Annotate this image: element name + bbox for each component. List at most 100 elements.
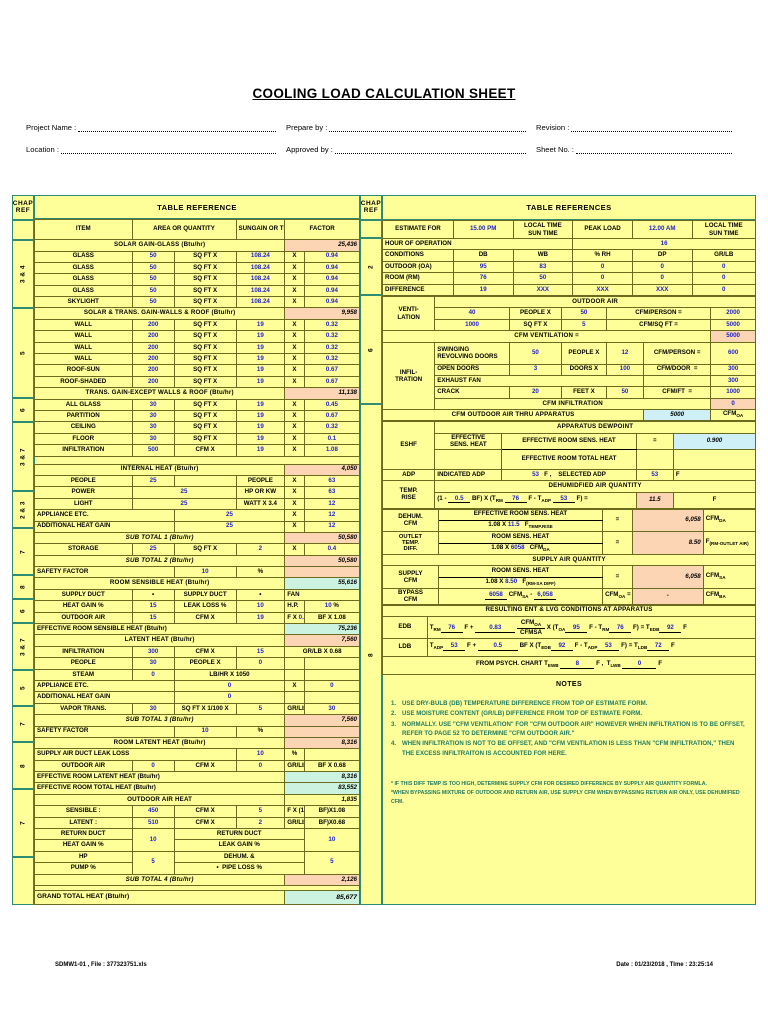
edb-trm[interactable]: 76: [609, 624, 632, 633]
condition-grlb[interactable]: 0: [691, 272, 757, 285]
table-row[interactable]: GLASS 50 SQ FT X 108.24 X 0.94: [34, 250, 361, 263]
row-diff[interactable]: 19: [235, 364, 286, 377]
table-row[interactable]: APPLIANCE ETC. 25 X 12: [34, 509, 361, 522]
latent-infiltration-row[interactable]: INFILTRATION 300 CFM X 15 GR/LB X 0.68: [34, 645, 360, 659]
row-qty[interactable]: 50: [131, 250, 175, 263]
row-factor[interactable]: 0.1: [303, 432, 361, 446]
infiltration-row-3[interactable]: EXHAUST FAN 300: [383, 374, 756, 388]
row-diff[interactable]: 2: [235, 543, 286, 556]
supply-duct-row-2[interactable]: HEAT GAIN % 15 LEAK LOSS % 10 H.P. 10 %: [34, 600, 361, 613]
psych-t1[interactable]: 8: [560, 661, 595, 669]
outdoor-air-sensible-row[interactable]: OUTDOOR AIR 15 CFM X 19 F X 0.5 BF X 1.0…: [34, 611, 361, 625]
table-row[interactable]: ALL GLASS 30 SQ FT X 19 X 0.45: [34, 398, 361, 412]
table-row[interactable]: LIGHT 25 WATT X 3.4 X 12: [34, 497, 361, 511]
row-qty[interactable]: 30: [131, 409, 175, 423]
bypass-cfm-row[interactable]: BYPASS CFM 6058 CFMSA - 6,058 CFMOA = - C…: [382, 588, 757, 605]
prepare-by-input[interactable]: [329, 125, 526, 132]
outdoor-air-heat-sensible-row[interactable]: SENSIBLE : 450 CFM X 5 F X (1 - 0.5 BF)X…: [34, 805, 361, 818]
row-factor[interactable]: 63: [303, 486, 361, 499]
infiltration-row-4[interactable]: CRACK 20 FEET X 50 CFM/FT = 1000: [383, 386, 756, 399]
table-row[interactable]: ROOF-SUN 200 SQ FT X 19 X 0.67: [34, 364, 361, 377]
ventilation-row-1[interactable]: 40 PEOPLE X 50 CFM/PERSON = 2000: [383, 307, 756, 320]
row-diff[interactable]: 19: [235, 318, 286, 332]
row-qty[interactable]: 300: [131, 645, 175, 659]
row-diff[interactable]: 19: [235, 375, 286, 389]
return-duct-heat-gain-value[interactable]: 10: [131, 828, 175, 852]
oah-sensible-diff[interactable]: 5: [235, 805, 286, 818]
row-diff[interactable]: 19: [235, 353, 286, 366]
oah-latent-cfm[interactable]: 510: [131, 816, 175, 830]
table-row[interactable]: GLASS 50 SQ FT X 108.24 X 0.94: [34, 284, 361, 298]
infiltration-row-2[interactable]: OPEN DOORS 3 DOORS X 100 CFM/DOOR = 300: [383, 363, 756, 376]
vent-qty[interactable]: 1000: [434, 318, 510, 332]
sheet-no-input[interactable]: [576, 147, 732, 154]
table-row[interactable]: ROOF-SHADED 200 SQ FT X 19 X 0.67: [34, 375, 361, 389]
revision-input[interactable]: [571, 125, 732, 132]
row-qty[interactable]: 25: [131, 497, 237, 511]
table-row[interactable]: POWER 25 HP OR KW X 63: [34, 486, 361, 499]
prepare-by-field[interactable]: Prepare by :: [286, 123, 536, 132]
project-name-field[interactable]: Project Name :: [26, 123, 286, 132]
temp-rise-formula-row[interactable]: (1 - 0.5 BF) X (TRM 76 F - TADP 53 F) = …: [383, 491, 757, 509]
row-qty[interactable]: 0: [173, 691, 286, 704]
row-qty[interactable]: 25: [131, 474, 175, 488]
row-qty[interactable]: 25: [131, 486, 237, 499]
hp-value-cell[interactable]: 10 %: [303, 600, 361, 613]
table-row[interactable]: ADDITIONAL HEAT GAIN 25 X 12: [34, 520, 361, 533]
dv[interactable]: 11.5: [507, 521, 520, 529]
vapor-trans-row[interactable]: VAPOR TRANS. 30 SQ FT X 1/100 X 5 GR/Lb …: [34, 702, 361, 716]
row-factor[interactable]: 0.94: [303, 296, 361, 309]
row-factor[interactable]: 12: [303, 509, 361, 522]
row-diff[interactable]: 15: [235, 645, 286, 659]
row-diff[interactable]: 19: [235, 421, 286, 434]
condition-db[interactable]: 95: [452, 260, 514, 274]
row-qty[interactable]: 30: [131, 657, 175, 670]
row-factor[interactable]: 0.67: [303, 375, 361, 389]
dv[interactable]: 8.50: [505, 578, 518, 586]
row-factor[interactable]: 0.32: [303, 330, 361, 343]
row-factor[interactable]: 0.94: [303, 250, 361, 263]
ldb-tedb[interactable]: 92: [550, 643, 573, 651]
table-row[interactable]: WALL 200 SQ FT X 19 X 0.32: [34, 330, 361, 343]
outdoor-air-sens-cfm[interactable]: 15: [131, 611, 175, 625]
return-duct-leak-value[interactable]: 10: [303, 828, 361, 852]
table-row[interactable]: OUTDOOR (OA) 95 83 0 0 0: [382, 260, 757, 274]
heat-gain-pct-value[interactable]: 15: [131, 600, 175, 613]
row-qty[interactable]: 200: [131, 364, 175, 377]
condition-wb[interactable]: 83: [512, 260, 574, 274]
hp-value[interactable]: 10: [324, 602, 332, 610]
row-factor[interactable]: 0.94: [303, 261, 361, 275]
row-factor[interactable]: 12: [303, 520, 361, 533]
row-factor[interactable]: 0.67: [303, 364, 361, 377]
storage-row[interactable]: STORAGE 25 SQ FT X 2 X 0.4: [34, 543, 361, 556]
safety-factor-1-row[interactable]: SAFETY FACTOR 10 %: [34, 566, 360, 579]
row-diff[interactable]: 108.24: [235, 261, 286, 275]
dv[interactable]: 6058: [510, 543, 525, 551]
row-qty[interactable]: 200: [131, 318, 175, 332]
row-diff[interactable]: 108.24: [235, 273, 286, 286]
row-qty[interactable]: 25: [131, 543, 175, 556]
ldb-row[interactable]: LDB TADP 53 F + 0.5 BF X (TEDB 92 F - TADP…: [382, 637, 757, 657]
table-row[interactable]: FLOOR 30 SQ FT X 19 X 0.1: [34, 432, 361, 446]
condition-grlb[interactable]: 0: [691, 283, 757, 296]
sheet-no-field[interactable]: Sheet No. :: [536, 145, 742, 154]
adp-selected-value[interactable]: 53: [635, 468, 674, 482]
row-qty[interactable]: 0: [131, 668, 175, 681]
table-row[interactable]: DIFFERENCE 19 XXX XXX XXX 0: [382, 283, 757, 296]
row-factor[interactable]: 12: [303, 497, 361, 511]
row-qty[interactable]: 500: [131, 444, 175, 457]
adp-indicated-cell[interactable]: 53 F , SELECTED ADP: [501, 468, 637, 482]
bf-value[interactable]: 0.5: [298, 613, 304, 621]
infil-rate[interactable]: 100: [605, 363, 645, 376]
row-diff[interactable]: 19: [235, 444, 286, 457]
row-diff[interactable]: 5: [235, 702, 286, 716]
condition-rh[interactable]: 0: [572, 272, 633, 285]
dehum-cfm-row-2[interactable]: 1.08 X 11.5 FTEMP.RISE: [383, 519, 756, 533]
psych-t2[interactable]: 0: [622, 661, 657, 669]
table-row[interactable]: WALL 200 SQ FT X 19 X 0.32: [34, 353, 361, 366]
table-row[interactable]: STEAM 0 LB/HR X 1050: [34, 668, 361, 681]
infil-rate[interactable]: 50: [605, 386, 645, 399]
ldb-tadp[interactable]: 53: [597, 643, 620, 651]
row-qty[interactable]: 50: [131, 284, 175, 298]
